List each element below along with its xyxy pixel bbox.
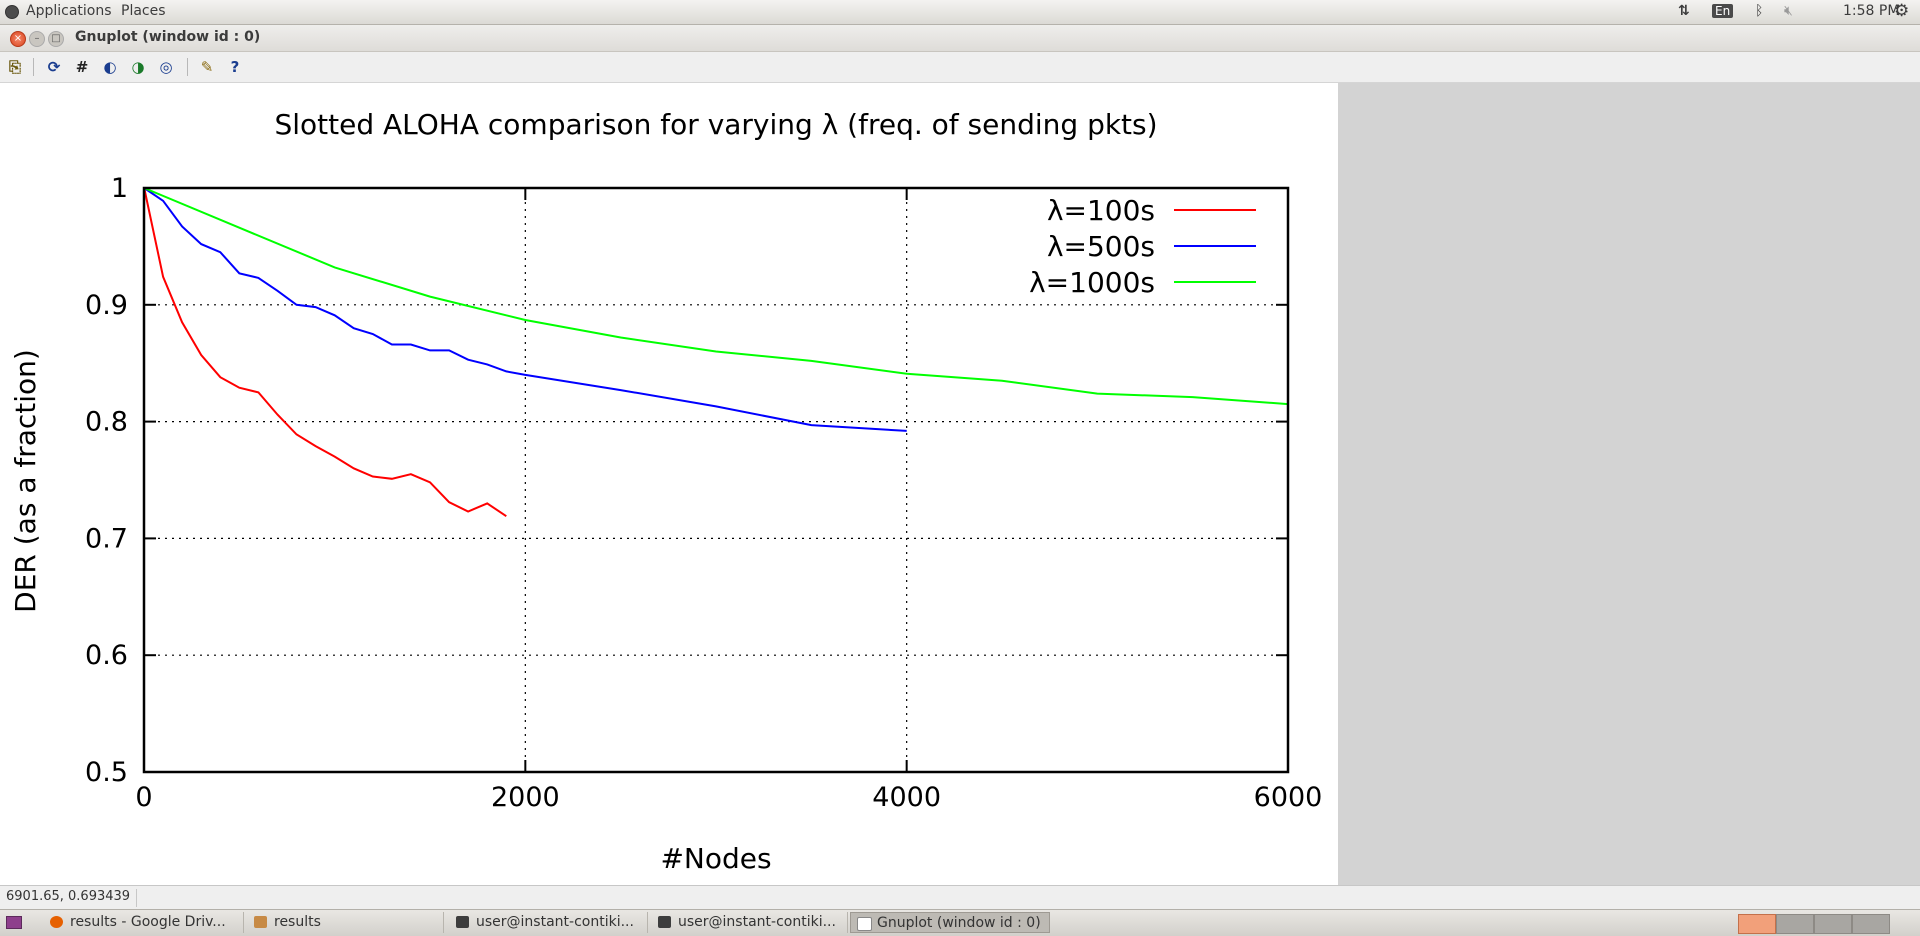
firefox-icon [50, 916, 63, 928]
close-window-button[interactable]: × [10, 31, 26, 47]
minimize-window-button[interactable]: – [29, 31, 45, 47]
replot-icon[interactable]: ⟳ [47, 58, 61, 76]
taskbar-item-gnuplot[interactable]: Gnuplot (window id : 0) [850, 912, 1050, 933]
y-tick-label: 1 [111, 173, 128, 204]
plot-border [142, 186, 1290, 774]
gnuplot-chart: Slotted ALOHA comparison for varying λ (… [9, 108, 1323, 875]
gear-icon[interactable]: ⚙ [1894, 1, 1910, 21]
workspace-switcher-1[interactable] [1738, 914, 1776, 934]
help-icon[interactable]: ? [230, 58, 240, 76]
workspace-switcher-4[interactable] [1852, 914, 1890, 934]
series-line [143, 187, 507, 518]
status-bar: 6901.65, 0.693439 [0, 885, 1920, 910]
file-manager-icon [254, 916, 267, 928]
autoscale-icon[interactable]: ◎ [159, 58, 173, 76]
taskbar-item-label: user@instant-contiki... [476, 914, 634, 930]
terminal-icon [456, 916, 469, 928]
zoom-next-icon[interactable]: ◑ [131, 58, 145, 76]
x-axis-label: #Nodes [660, 842, 771, 875]
keyboard-layout-indicator[interactable]: En [1712, 4, 1734, 18]
options-icon[interactable]: ✎ [200, 58, 214, 76]
mouse-coordinates-readout: 6901.65, 0.693439 [4, 889, 138, 907]
y-tick-label: 0.5 [85, 757, 128, 788]
y-tick-label: 0.6 [85, 640, 128, 671]
taskbar-item-terminal[interactable]: user@instant-contiki... [450, 912, 648, 933]
taskbar-item-label: results [274, 914, 321, 930]
y-tick-label: 0.8 [85, 407, 128, 438]
legend-label: λ=100s [1047, 194, 1155, 227]
taskbar-item-browser[interactable]: results - Google Driv... [44, 912, 244, 933]
series-line [143, 187, 1289, 406]
network-arrows-icon[interactable]: ⇅ [1678, 3, 1690, 19]
workspace-switcher-3[interactable] [1814, 914, 1852, 934]
plot-canvas[interactable]: Slotted ALOHA comparison for varying λ (… [0, 83, 1338, 885]
x-tick-label: 4000 [872, 782, 941, 813]
bottom-taskbar: results - Google Driv... results user@in… [0, 909, 1920, 936]
taskbar-item-label: Gnuplot (window id : 0) [877, 915, 1041, 931]
window-title: Gnuplot (window id : 0) [75, 29, 261, 45]
places-menu[interactable]: Places [121, 3, 166, 19]
taskbar-item-label: user@instant-contiki... [678, 914, 836, 930]
bluetooth-icon[interactable]: ᛒ [1755, 3, 1764, 19]
chart-title: Slotted ALOHA comparison for varying λ (… [274, 108, 1157, 141]
toolbar-separator [187, 58, 188, 76]
workspace-switcher-2[interactable] [1776, 914, 1814, 934]
taskbar-item-files[interactable]: results [248, 912, 444, 933]
taskbar-item-terminal[interactable]: user@instant-contiki... [652, 912, 848, 933]
x-tick-label: 6000 [1254, 782, 1323, 813]
y-axis-label: DER (as a fraction) [9, 349, 42, 613]
show-desktop-icon[interactable] [6, 916, 22, 929]
x-tick-label: 2000 [491, 782, 560, 813]
grid-icon[interactable]: # [75, 58, 89, 76]
terminal-icon [658, 916, 671, 928]
gnuplot-toolbar: ⎘ ⟳ # ◐ ◑ ◎ ✎ ? [0, 52, 1920, 83]
zoom-prev-icon[interactable]: ◐ [103, 58, 117, 76]
legend-label: λ=1000s [1029, 266, 1155, 299]
y-tick-label: 0.9 [85, 290, 128, 321]
volume-muted-icon[interactable]: 🔇︎ [1784, 3, 1793, 19]
y-tick-label: 0.7 [85, 523, 128, 554]
applications-menu[interactable]: Applications [26, 3, 112, 19]
series-line [143, 187, 907, 432]
ubuntu-logo-icon[interactable] [5, 5, 19, 19]
toolbar-separator [33, 58, 34, 76]
clock[interactable]: 1:58 PM [1843, 3, 1900, 19]
maximize-window-button[interactable]: □ [48, 31, 64, 47]
window-title-bar: × – □ Gnuplot (window id : 0) [0, 25, 1920, 52]
taskbar-item-label: results - Google Driv... [70, 914, 226, 930]
gnuplot-icon [857, 917, 872, 931]
empty-window-area [1338, 83, 1920, 885]
copy-clipboard-icon[interactable]: ⎘ [8, 58, 21, 76]
grid-lines [144, 188, 1288, 772]
x-tick-label: 0 [135, 782, 152, 813]
series-lines [143, 187, 1289, 518]
top-panel: Applications Places ⇅ En ᛒ 🔇︎ 1:58 PM ⚙ [0, 0, 1920, 25]
legend-label: λ=500s [1047, 230, 1155, 263]
